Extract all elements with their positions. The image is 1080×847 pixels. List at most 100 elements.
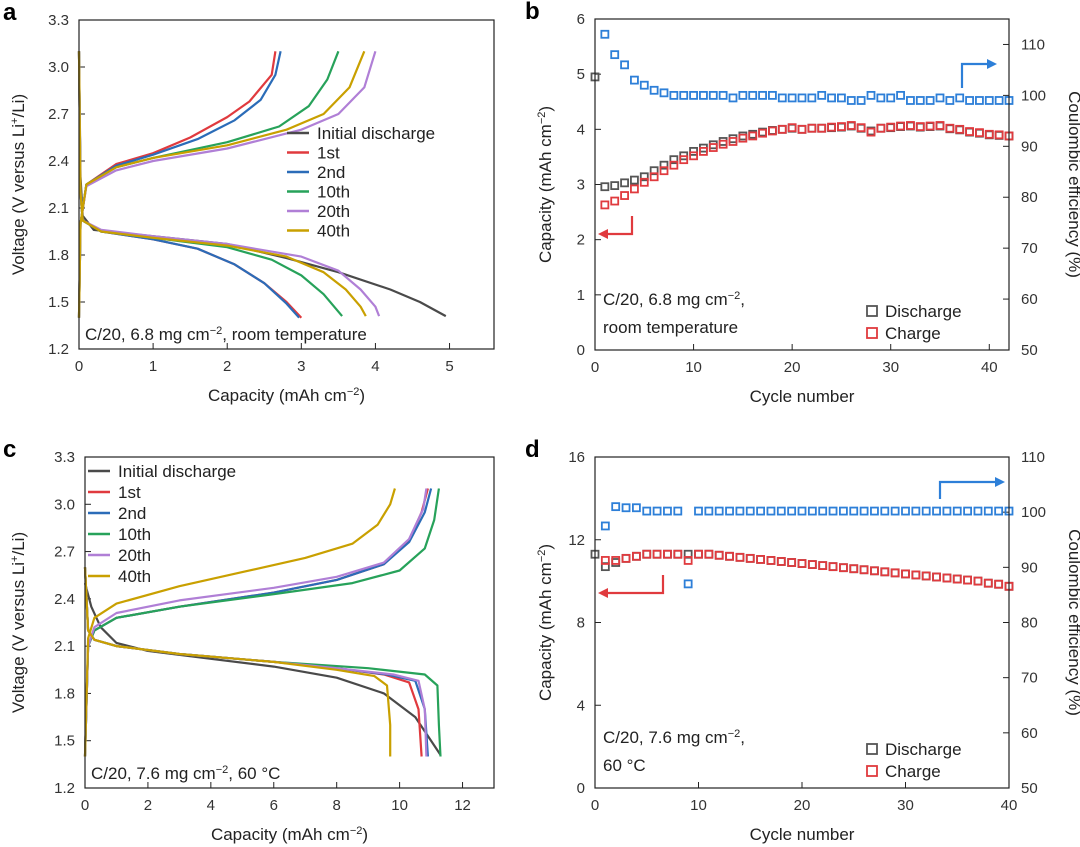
- marker-coulombic-efficiency: [839, 506, 848, 516]
- x-tick-label: 30: [897, 797, 914, 814]
- y-tick-label: 2.7: [54, 544, 75, 561]
- panel-label: a: [3, 0, 17, 26]
- marker-discharge: [880, 567, 890, 577]
- marker-discharge: [963, 575, 972, 585]
- marker-charge: [797, 559, 807, 568]
- x-tick-label: 8: [333, 797, 341, 814]
- marker-discharge: [673, 549, 683, 559]
- marker-discharge: [776, 557, 786, 566]
- marker-discharge: [620, 178, 629, 188]
- marker-coulombic-efficiency: [870, 506, 879, 516]
- marker-discharge: [797, 559, 807, 568]
- marker-discharge: [745, 553, 755, 563]
- left-axis-arrow-head: [598, 588, 608, 598]
- marker-coulombic-efficiency: [837, 93, 846, 103]
- marker-discharge: [735, 552, 745, 562]
- y-tick-label: 4: [577, 121, 585, 138]
- marker-coulombic-efficiency: [901, 506, 910, 516]
- marker-coulombic-efficiency: [649, 85, 659, 95]
- marker-coulombic-efficiency: [699, 90, 708, 100]
- panel-c: c 1.2 1.5 1.8 2.1 2.4 2.7 3.0 3.3 0 2 4 6 8 10 12 Capaci…: [3, 436, 495, 844]
- right-axis-arrow-head: [995, 477, 1005, 487]
- marker-discharge: [777, 124, 787, 134]
- marker-coulombic-efficiency: [689, 90, 698, 100]
- marker-coulombic-efficiency: [639, 80, 649, 90]
- y-tick-label: 1.8: [54, 685, 75, 702]
- series-line-1st-discharge: [77, 51, 303, 319]
- marker-charge: [859, 565, 869, 575]
- series-line-10th-charge: [77, 50, 340, 318]
- series-line-20th-charge: [83, 488, 428, 757]
- marker-discharge: [630, 175, 639, 185]
- x-tick-label: 3: [297, 358, 305, 375]
- marker-charge: [963, 575, 972, 585]
- x-tick-label: 10: [685, 359, 702, 376]
- marker-discharge: [725, 551, 734, 561]
- x-axis-label: Capacity (mAh cm−2): [211, 825, 368, 844]
- marker-discharge: [859, 565, 869, 575]
- y2-tick-label: 50: [1021, 780, 1038, 797]
- marker-charge: [652, 549, 662, 559]
- series-line-initial-discharge-discharge: [83, 582, 442, 756]
- marker-charge: [952, 574, 962, 584]
- marker-charge: [704, 549, 714, 559]
- x-tick-label: 0: [591, 797, 599, 814]
- x-tick-label: 10: [690, 797, 707, 814]
- plot-frame: [78, 19, 495, 350]
- marker-charge: [683, 556, 693, 565]
- marker-coulombic-efficiency: [963, 506, 972, 516]
- y2-tick-label: 100: [1021, 87, 1046, 104]
- left-axis-arrow: [606, 216, 634, 236]
- legend-label: Charge: [885, 324, 941, 343]
- marker-discharge: [818, 561, 828, 571]
- marker-charge: [828, 562, 838, 572]
- marker-charge: [718, 139, 728, 149]
- marker-charge: [620, 191, 629, 200]
- legend-label: 40th: [118, 567, 151, 586]
- panel-d: d 0 4 8 12 16 50 60 70 80 90 100 110 0 10 20 30 40 Cycle n…: [525, 436, 1080, 844]
- marker-coulombic-efficiency: [890, 506, 900, 516]
- marker-discharge: [901, 569, 910, 579]
- plot-frame: [594, 456, 1010, 789]
- marker-charge: [600, 556, 610, 565]
- marker-coulombic-efficiency: [745, 506, 755, 516]
- x-tick-label: 6: [270, 797, 278, 814]
- right-axis-arrow-head: [987, 59, 997, 69]
- legend-label: 1st: [118, 483, 141, 502]
- marker-discharge: [983, 578, 993, 588]
- marker-charge: [745, 553, 755, 563]
- right-axis-arrow: [938, 480, 996, 499]
- marker-discharge: [704, 549, 714, 559]
- marker-coulombic-efficiency: [694, 506, 703, 516]
- marker-coulombic-efficiency: [766, 506, 776, 516]
- marker-discharge: [714, 550, 724, 560]
- right-axis-arrow: [960, 62, 988, 88]
- x-tick-label: 5: [445, 358, 453, 375]
- marker-coulombic-efficiency: [880, 506, 890, 516]
- series-line-1st-charge: [77, 51, 277, 318]
- y2-tick-label: 60: [1021, 725, 1038, 742]
- marker-charge: [777, 124, 787, 134]
- marker-coulombic-efficiency: [738, 90, 748, 100]
- x-tick-label: 10: [391, 797, 408, 814]
- marker-coulombic-efficiency: [683, 579, 693, 589]
- marker-discharge: [839, 563, 848, 573]
- y-tick-label: 0: [577, 342, 585, 359]
- y-tick-label: 12: [568, 532, 585, 549]
- marker-coulombic-efficiency: [787, 93, 797, 103]
- marker-coulombic-efficiency: [679, 90, 689, 100]
- marker-charge: [921, 571, 931, 581]
- marker-charge: [901, 569, 910, 579]
- plot-frame: [84, 456, 495, 789]
- x-axis-label: Capacity (mAh cm−2): [208, 386, 365, 405]
- y-tick-label: 1.5: [54, 733, 75, 750]
- marker-discharge: [694, 549, 703, 559]
- marker-charge: [911, 570, 921, 580]
- marker-charge: [973, 576, 983, 586]
- y2-tick-label: 50: [1021, 342, 1038, 359]
- marker-discharge: [797, 124, 807, 134]
- marker-coulombic-efficiency: [797, 506, 807, 516]
- marker-coulombic-efficiency: [965, 96, 974, 105]
- marker-discharge: [890, 568, 900, 578]
- x-tick-label: 12: [454, 797, 471, 814]
